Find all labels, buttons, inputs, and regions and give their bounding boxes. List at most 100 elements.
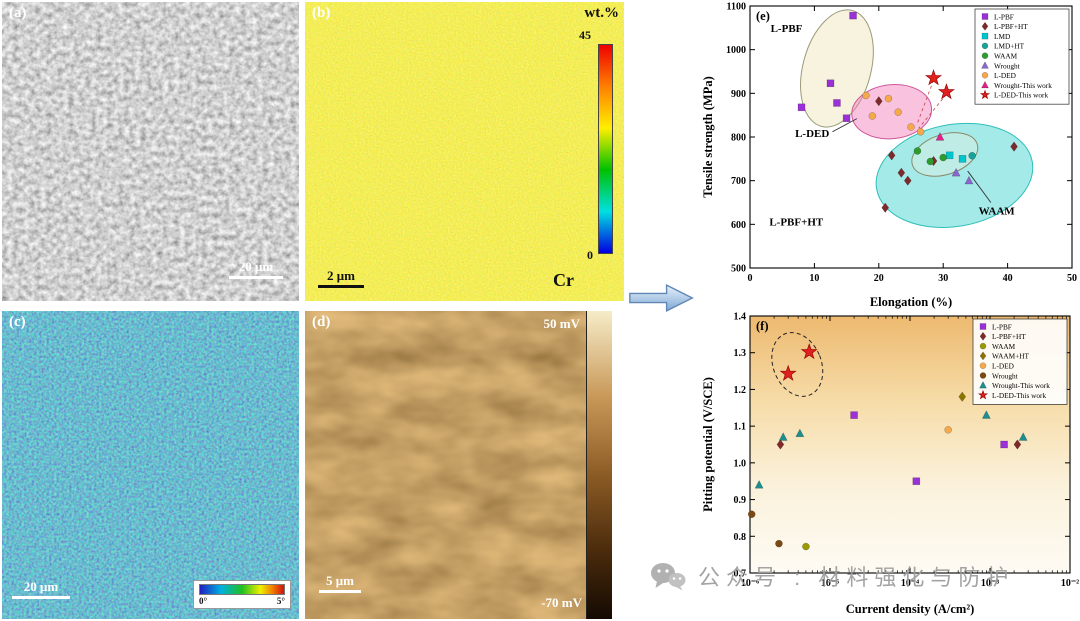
- wechat-icon: [651, 563, 686, 591]
- chart-f-legend-item: L-PBF+HT: [992, 332, 1026, 341]
- svg-text:1100: 1100: [727, 2, 746, 13]
- chart-e-legend-item: LMD: [994, 32, 1010, 41]
- svg-text:500: 500: [731, 264, 746, 275]
- watermark: 公众号 : 材料强化与防护: [650, 560, 1014, 592]
- svg-text:1000: 1000: [726, 45, 746, 56]
- misorientation-colorbar: 0° 5°: [193, 580, 291, 609]
- svg-text:20: 20: [874, 273, 884, 284]
- svg-text:700: 700: [731, 176, 746, 187]
- chart-e-series-L-DED: [862, 91, 925, 136]
- svg-text:0.9: 0.9: [734, 495, 747, 506]
- chart-f-legend: L-PBFL-PBF+HTWAAMWAAM+HTL-DEDWroughtWrou…: [972, 318, 1068, 405]
- chart-e-legend-item: WAAM: [994, 52, 1018, 61]
- chart-e-annotation: L-DED: [795, 128, 829, 140]
- flow-arrow-icon: [629, 284, 694, 312]
- chart-e-legend-item: L-DED-This work: [994, 91, 1048, 100]
- chart-e-legend-item: L-PBF+HT: [994, 22, 1028, 31]
- chart-f-legend-item: WAAM+HT: [992, 352, 1029, 361]
- panel-a-scalebar-line: [229, 276, 283, 279]
- sem-noise-texture: [2, 2, 299, 301]
- potential-min-label: -70 mV: [541, 595, 582, 610]
- chart-f-series-WAAM+HT: [958, 391, 967, 402]
- panel-a-scalebar: 20 μm: [229, 260, 283, 279]
- chart-f-series-Wrought: [747, 510, 783, 548]
- panel-b-label: (b): [312, 5, 331, 21]
- chart-f-ylabel: Pitting potential (V/SCE): [701, 377, 715, 512]
- svg-text:800: 800: [731, 133, 746, 144]
- svg-text:1.0: 1.0: [734, 458, 747, 469]
- panel-b-scalebar-line: [318, 285, 364, 288]
- chart-e-legend-item: LMD+HT: [994, 42, 1025, 51]
- chart-e-series-L-PBF: [797, 11, 857, 122]
- svg-text:0.8: 0.8: [734, 532, 747, 543]
- region-this-work: [771, 332, 824, 397]
- chart-f-legend-item: WAAM: [992, 342, 1016, 351]
- panel-d-scalebar-text: 5 μm: [326, 573, 354, 588]
- skpfm-blob-texture: [305, 311, 586, 619]
- svg-text:30: 30: [938, 273, 948, 284]
- svg-text:10⁻³: 10⁻³: [981, 578, 999, 589]
- svg-text:1.3: 1.3: [734, 348, 747, 359]
- chart-e-series-LMD+HT: [968, 152, 976, 160]
- panel-c-label: (c): [9, 314, 26, 330]
- chart-e-annotation: L-PBF+HT: [769, 217, 824, 229]
- colorbar-max-value: 45: [579, 28, 591, 42]
- panel-d-label: (d): [312, 314, 331, 330]
- svg-text:1.1: 1.1: [734, 422, 747, 433]
- svg-text:10⁻²: 10⁻²: [1061, 578, 1079, 589]
- panel-a-sem-micrograph: (a) 20 μm: [2, 2, 299, 301]
- chart-e-series-L-DED-This work: [925, 69, 955, 100]
- kam-noise-texture: [2, 311, 299, 619]
- colorbar-min-value: 0: [587, 248, 593, 262]
- chart-f-legend-item: Wrought-This work: [992, 381, 1050, 390]
- chart-e-panel-label: (e): [756, 9, 770, 23]
- chart-e-xlabel: Elongation (%): [870, 295, 952, 309]
- region-L-PBF: [800, 9, 874, 128]
- chart-f-xlabel: Current density (A/cm²): [846, 602, 975, 616]
- chart-f-legend-item: L-DED: [992, 362, 1014, 371]
- pitting-potential-chart: 10⁻⁶ 10⁻⁵ 10⁻⁴ 10⁻³ 10⁻² 0.7 0.8 0.9 1.0 1.1 1.2 1.…: [700, 310, 1080, 619]
- svg-text:10⁻⁵: 10⁻⁵: [821, 578, 839, 589]
- svg-text:50: 50: [1067, 273, 1077, 284]
- chart-e-legend-item: Wrought-This work: [994, 81, 1052, 90]
- chart-f-series-Wrought-This work: [754, 410, 1028, 489]
- chart-f-series-WAAM: [802, 542, 810, 551]
- panel-b-scalebar: 2 μm: [318, 269, 364, 288]
- wt-percent-colorbar: [598, 44, 613, 254]
- chart-f-series-L-DED-This work: [779, 343, 818, 381]
- svg-text:40: 40: [1003, 273, 1013, 284]
- potential-colorbar: [586, 311, 612, 619]
- colorbar-title: wt.%: [584, 5, 619, 21]
- chart-f-series-L-DED: [944, 426, 952, 434]
- svg-text:1.2: 1.2: [734, 385, 747, 396]
- tensile-vs-elongation-chart: 0 10 20 30 40 50 500 600 700 800 900 1000 1100 Elonga…: [700, 0, 1080, 312]
- panel-c-kam-map: (c) 20 μm 0° 5°: [2, 311, 299, 619]
- skpfm-image: [305, 311, 586, 619]
- colorbar-max-angle: 5°: [276, 596, 285, 606]
- chart-e-annotation: WAAM: [979, 206, 1016, 218]
- panel-a-label: (a): [9, 5, 27, 21]
- panel-d-scalebar: 5 μm: [319, 574, 361, 593]
- chart-f-panel-label: (f): [756, 319, 769, 333]
- chart-f-legend-item: L-DED-This work: [992, 391, 1046, 400]
- svg-text:1.4: 1.4: [734, 312, 747, 323]
- svg-text:10⁻⁴: 10⁻⁴: [901, 578, 919, 589]
- chart-e-series-WAAM: [913, 147, 947, 166]
- svg-text:600: 600: [731, 220, 746, 231]
- chart-f-legend-item: Wrought: [992, 371, 1018, 380]
- chart-e-series-Wrought: [951, 167, 974, 185]
- svg-text:900: 900: [731, 89, 746, 100]
- panel-b-scalebar-text: 2 μm: [327, 268, 355, 283]
- panel-c-scalebar-line: [12, 596, 70, 599]
- colorbar-min-angle: 0°: [199, 596, 208, 606]
- panel-d-skpfm-map: (d) 50 mV -70 mV 5 μm: [305, 311, 612, 619]
- panel-b-eds-map: (b) wt.% 45 0 Cr 2 μm: [305, 2, 624, 301]
- panel-c-scalebar: 20 μm: [12, 580, 70, 599]
- panel-d-scalebar-line: [319, 590, 361, 593]
- chart-e-legend-item: L-PBF: [994, 12, 1014, 21]
- watermark-text: 公众号 : 材料强化与防护: [698, 565, 1015, 590]
- chart-e-ylabel: Tensile strength (MPa): [701, 76, 715, 198]
- panel-c-scalebar-text: 20 μm: [23, 579, 59, 594]
- chart-e-legend-item: L-DED: [994, 71, 1016, 80]
